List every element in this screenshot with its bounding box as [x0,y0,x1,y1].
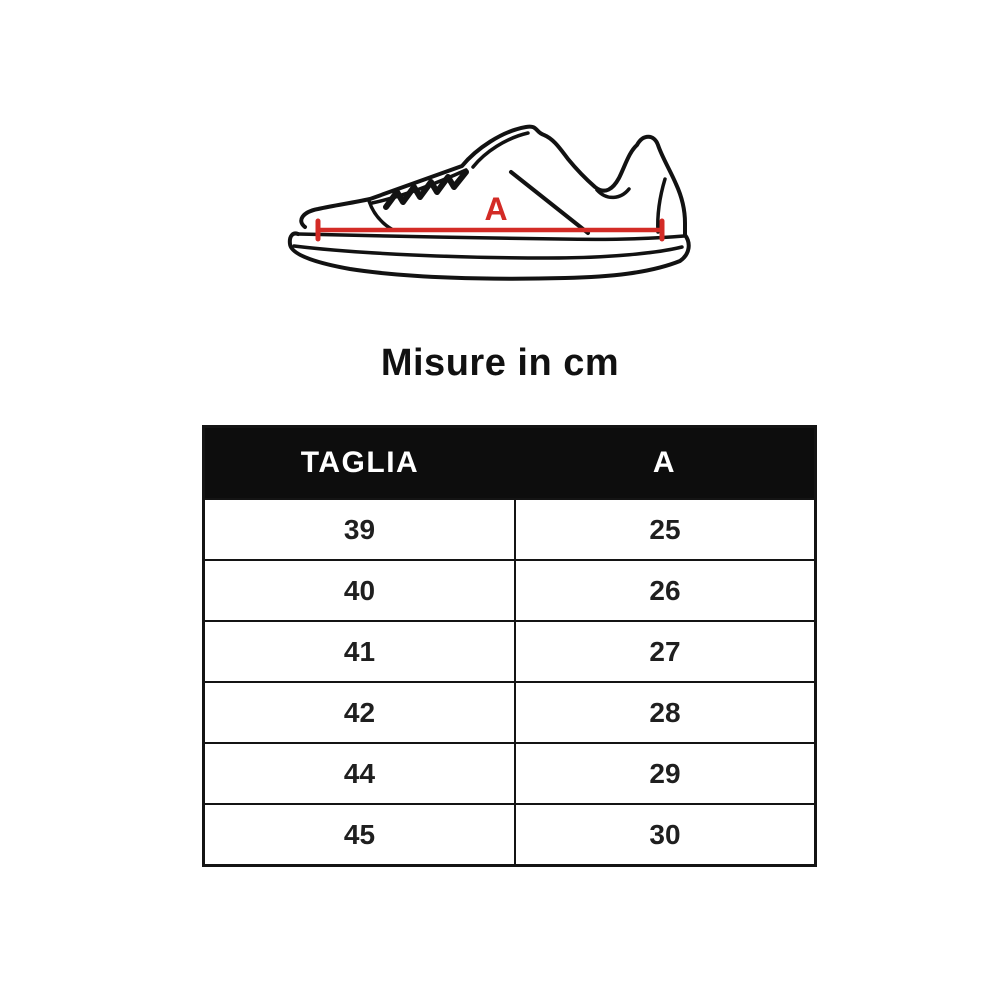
cell-a: 30 [649,818,681,850]
column-header-taglia: TAGLIA [300,446,420,479]
table-row: 44 29 [205,742,814,803]
cell-taglia: 45 [205,805,516,864]
table-row: 42 28 [205,681,814,742]
shoe-diagram: A [280,106,720,301]
sneaker-side-outline-icon: A [287,124,691,281]
table-row: 40 26 [205,559,814,620]
cell-taglia: 42 [205,683,516,742]
cell-taglia: 39 [205,500,516,559]
column-header-a: A [652,446,677,479]
table-row: 41 27 [205,620,814,681]
measurement-label: A [484,191,507,227]
table-row: 45 30 [205,803,814,864]
cell-taglia: 44 [205,744,516,803]
cell-a: 28 [649,696,681,728]
cell-a: 26 [649,574,681,606]
table-header-row: TAGLIA A [205,428,814,498]
measurement-line [315,218,665,242]
page-title: Misure in cm [380,342,620,384]
cell-a: 25 [649,513,681,545]
size-table: TAGLIA A 39 25 40 26 41 27 42 28 44 29 4… [202,425,817,867]
table-row: 39 25 [205,498,814,559]
cell-a: 29 [649,757,681,789]
cell-taglia: 40 [205,561,516,620]
cell-taglia: 41 [205,622,516,681]
cell-a: 27 [649,635,681,667]
laces-icon [383,169,469,210]
